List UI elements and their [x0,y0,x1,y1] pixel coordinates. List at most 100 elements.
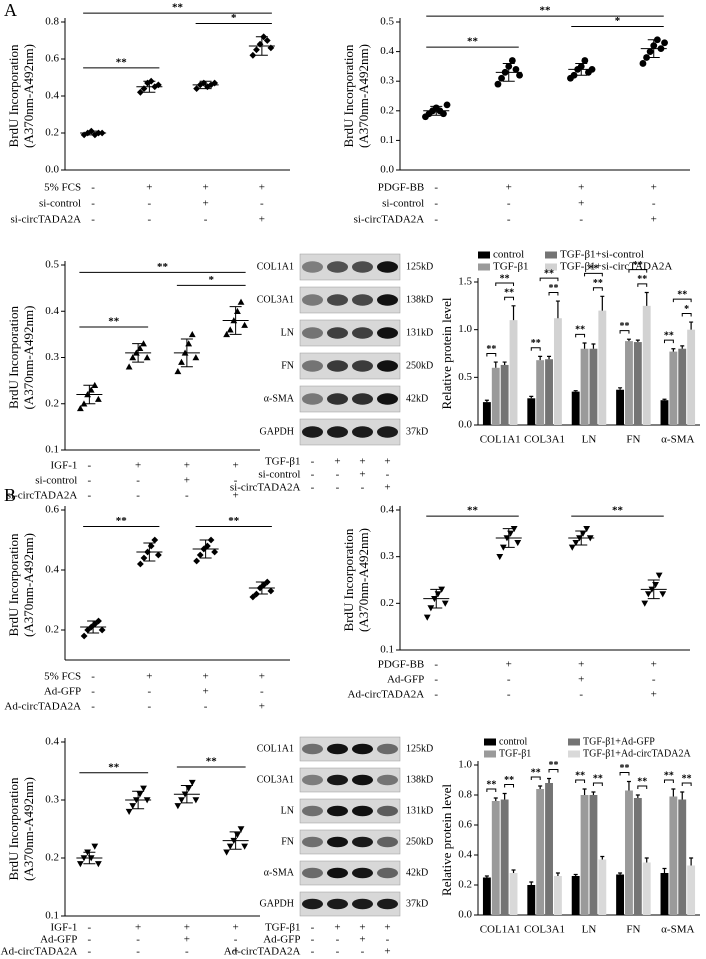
error-bar [132,790,145,810]
condition-label: si-circTADA2A [7,490,78,502]
blot-band [302,774,323,786]
error-bar [600,855,605,860]
sig-label: * [615,15,621,27]
condition-sign: + [259,182,265,194]
y-tick-label: 0.2 [45,397,59,409]
condition-label: si-circTADA2A [354,214,425,226]
protein-label: LN [281,327,294,338]
y-tick-label: 0.2 [458,879,472,891]
data-point [570,71,578,79]
sig-label: ** [637,776,647,787]
error-bar [618,387,623,390]
sig-label: ** [157,261,169,273]
y-axis-label: Relative protein level [439,297,454,409]
sig-label: ** [116,56,128,68]
data-point [494,80,502,88]
condition-sign: + [384,482,390,494]
error-bar [644,857,649,863]
y-axis-label: BrdU Incorporation [6,533,21,636]
data-point [185,340,193,347]
data-point [423,614,431,621]
data-point [234,307,241,314]
data-point [192,354,200,361]
condition-label: si-control [258,469,300,481]
condition-label: si-control [382,198,424,210]
condition-label: TGF-β1 [265,922,301,934]
bar [509,320,518,425]
bar [509,873,518,915]
sig-bracket [619,772,630,776]
sig-label: ** [548,283,558,294]
data-point [80,131,88,139]
condition-sign: + [359,922,365,934]
condition-sign: + [203,182,209,194]
condition-sign: - [507,674,511,686]
protein-size: 131kD [406,327,433,338]
data-point [514,539,522,547]
sig-bracket [592,287,603,291]
sig-label: ** [531,338,541,349]
condition-sign: + [384,946,390,958]
data-point [178,797,185,804]
blot-band [327,294,348,306]
blot-band [302,867,323,879]
sig-label: ** [588,264,598,275]
data-point [267,44,275,52]
y-tick-label: 1.5 [458,276,472,288]
data-point [196,551,204,559]
error-bar [671,788,676,797]
data-point [516,71,523,79]
condition-sign: + [135,460,141,472]
sig-bracket [584,272,603,277]
bar [571,876,580,915]
error-bar [529,395,534,399]
bar [536,789,545,915]
error-bar [180,785,193,804]
condition-sign: - [148,198,152,210]
error-bar [680,791,685,800]
y-tick-label: 0.2 [45,624,59,636]
data-point [646,48,654,55]
error-bar [87,620,100,634]
x-tick-label: LN [582,434,597,446]
error-bar [626,338,631,342]
y-tick-label: 0.2 [45,127,59,139]
protein-label: FN [281,360,294,371]
blot-band [377,836,398,848]
y-axis-label: BrdU Incorporation [6,44,21,147]
legend-swatch [568,738,580,746]
x-tick-label: FN [626,924,640,936]
bar [687,865,696,915]
error-bar [83,384,96,405]
bar [642,862,651,915]
condition-label: Ad-circTADA2A [1,946,78,958]
bar [571,391,580,425]
error-bar [143,542,156,562]
sig-label: ** [206,755,218,767]
x-tick-label: COL3A1 [524,924,565,936]
error-bar [511,305,516,321]
data-point [94,861,102,868]
error-bar [430,588,443,609]
blot-band [352,327,373,339]
protein-label: LN [281,805,294,816]
data-point [154,81,162,89]
blot-band [302,327,323,339]
bar [545,359,553,425]
condition-sign: - [311,456,315,468]
data-point [144,79,151,87]
condition-sign: + [203,671,209,683]
condition-sign: - [148,214,152,226]
condition-sign: - [311,469,315,481]
data-point [583,525,591,533]
sig-label: ** [172,2,184,14]
data-point [76,404,84,412]
condition-label: si-control [39,198,81,210]
condition-sign: + [146,182,152,194]
blot-band [377,426,398,438]
sig-label: ** [575,770,585,781]
protein-label: α-SMA [264,393,295,404]
protein-size: 125kD [406,261,433,272]
sig-label: ** [228,515,240,527]
blot-band [302,898,323,910]
